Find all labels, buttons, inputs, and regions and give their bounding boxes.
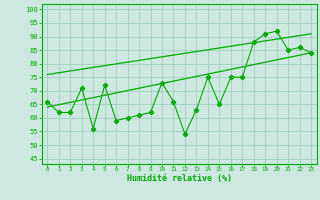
X-axis label: Humidité relative (%): Humidité relative (%) xyxy=(127,174,232,183)
